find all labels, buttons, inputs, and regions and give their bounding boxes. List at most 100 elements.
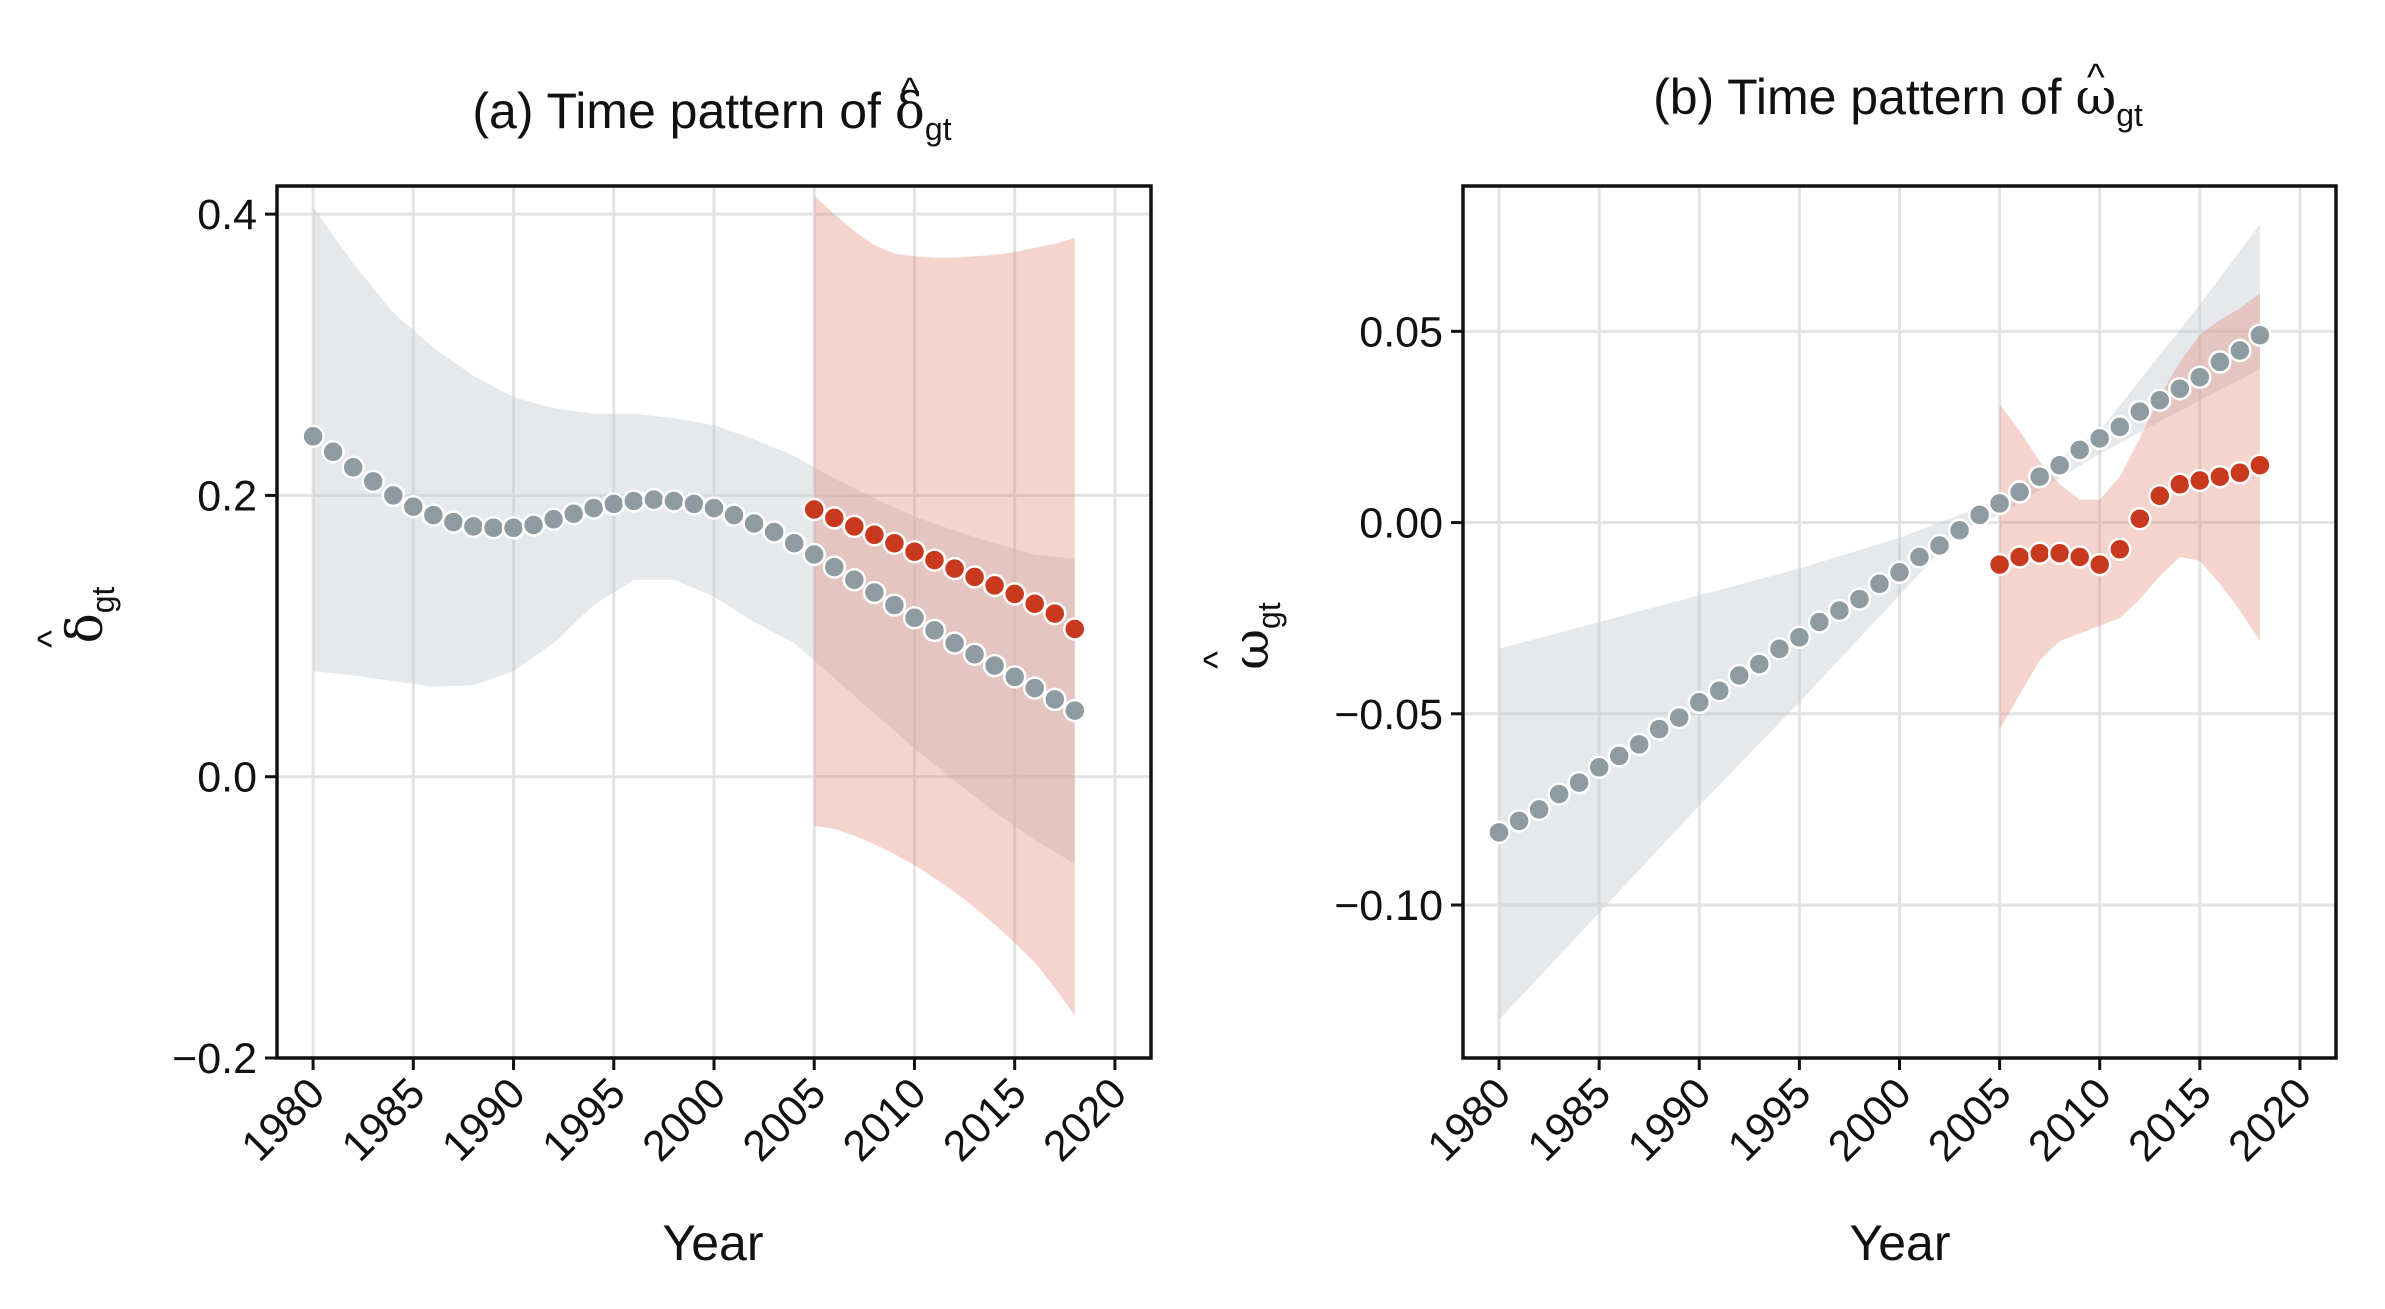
- panel-a-title: (a) Time pattern of δgt: [472, 82, 951, 147]
- panel-b-series-1-point-4: [2067, 545, 2092, 569]
- panel-b-band-1: [1999, 293, 2260, 730]
- panel-a-ylabel-symbol: δ: [56, 613, 114, 643]
- panel-b-series-0-point-5: [1587, 755, 1611, 780]
- panel-a-series-0-point-1: [321, 440, 345, 464]
- panel-a-series-0-point-20: [702, 496, 726, 520]
- panel-a-band-1: [814, 195, 1075, 1016]
- panel-b-points: [1487, 323, 2272, 845]
- panel-a-series-0-point-24: [782, 531, 806, 555]
- panel-a-series-0-point-9: [481, 516, 506, 540]
- panel-b-series-0-point-7: [1627, 732, 1651, 757]
- svg-text:δgt: δgt: [56, 586, 121, 643]
- panel-a-series-0-point-12: [541, 507, 566, 532]
- panel-b-series-0-point-28: [2047, 453, 2072, 477]
- panel-b-y-axis-label: ωgt ^: [1197, 602, 1287, 670]
- panel-b-series-0-point-12: [1727, 663, 1752, 688]
- panel-b-series-0-point-14: [1767, 637, 1792, 661]
- panel-b-series-0-point-21: [1907, 545, 1932, 569]
- panel-a-y-axis-label: δgt ^: [31, 586, 121, 647]
- panel-b-series-0-point-37: [2228, 338, 2252, 363]
- panel-b-series-0-point-0: [1487, 820, 1511, 845]
- panel-a-y-tick-label-3: 0.4: [197, 191, 257, 239]
- panel-b-series-0-point-17: [1827, 598, 1852, 623]
- panel-a-series-0-point-29: [882, 593, 907, 617]
- panel-b-title-subscript: gt: [2116, 97, 2143, 133]
- panel-a-series-0-point-23: [762, 520, 786, 544]
- panel-b-series-0-point-25: [1987, 491, 2012, 516]
- panel-b-grid: [1463, 186, 2336, 1058]
- panel-a-series-0-point-16: [622, 489, 646, 513]
- panel-a-series-0-point-14: [581, 496, 606, 520]
- panel-a-title-text: (a) Time pattern of: [472, 83, 894, 139]
- svg-text:ωgt: ωgt: [1222, 602, 1287, 670]
- panel-b-series-1-point-8: [2148, 484, 2172, 508]
- panel-a-series-0-point-7: [441, 510, 466, 534]
- panel-b-series-1-point-13: [2248, 453, 2272, 477]
- panel-a-ylabel-subscript: gt: [85, 586, 121, 613]
- panel-b-series-0-point-32: [2128, 399, 2152, 424]
- panel-a-series-0-point-32: [942, 631, 967, 655]
- panel-b-series-0-point-13: [1747, 652, 1772, 676]
- panel-b-series-0-point-18: [1847, 587, 1872, 611]
- panel-a-points: [301, 424, 1087, 723]
- panel-b-series-0-point-36: [2208, 350, 2232, 374]
- panel-a-series-1-point-1: [822, 506, 847, 530]
- panel-b-series-0-point-19: [1867, 572, 1892, 596]
- panel-a-series-1-point-5: [902, 539, 927, 564]
- panel-a-series-1-point-3: [862, 523, 887, 547]
- panel-b-series-0-point-22: [1927, 533, 1952, 558]
- panel-b-series-1-point-6: [2108, 537, 2132, 562]
- panel-a-y-tick-label-1: 0.0: [197, 754, 257, 802]
- panel-a-series-1-point-10: [1002, 582, 1027, 606]
- panel-a-series-0-point-28: [862, 580, 887, 605]
- panel-b-series-1-point-0: [1987, 552, 2012, 577]
- panel-a-series-0-point-38: [1063, 698, 1087, 723]
- panel-a-series-1-point-13: [1063, 617, 1087, 641]
- panel-b-series-1-point-2: [2027, 541, 2052, 565]
- panel-b-series-0-point-3: [1547, 782, 1571, 806]
- panel-b-ylabel-symbol: ω: [1222, 629, 1280, 670]
- panel-a-series-1-point-9: [982, 573, 1007, 598]
- panel-b: −0.10−0.050.000.05 198019851990199520002…: [1197, 57, 2338, 1271]
- panel-a-series-1-point-8: [962, 565, 987, 589]
- panel-a-series-0-point-19: [682, 492, 706, 516]
- panel-b-series-0-point-4: [1567, 770, 1591, 795]
- panel-a-series-1-point-6: [922, 548, 947, 572]
- panel-a-y-ticks: −0.2 0.0 0.2 0.4: [172, 191, 277, 1083]
- panel-b-y-tick-label-1: −0.05: [1334, 691, 1443, 739]
- panel-a-series-0-point-8: [461, 514, 486, 539]
- panel-b-series-1-point-7: [2128, 506, 2152, 531]
- panel-a-series-0-point-30: [902, 606, 927, 630]
- panel-b-series-0-point-2: [1527, 797, 1551, 822]
- panel-a-series-0-point-26: [822, 555, 847, 579]
- panel-b-series-1-point-1: [2007, 545, 2032, 569]
- panel-b-series-0-point-24: [1967, 503, 1992, 527]
- panel-a-band-0: [313, 207, 1075, 864]
- panel-b-title-hat: ^: [2087, 57, 2105, 99]
- panel-b-series-0-point-11: [1707, 679, 1732, 703]
- panel-b-series-0-point-23: [1947, 518, 1972, 542]
- panel-a-series-0-point-27: [842, 568, 867, 592]
- panel-a-title-subscript: gt: [925, 111, 952, 147]
- panel-b-band-0: [1499, 224, 2260, 1020]
- panel-b-title-symbol: ω: [2075, 68, 2116, 126]
- panel-a-series-1-point-0: [802, 497, 826, 522]
- panel-a-y-tick-label-2: 0.2: [197, 472, 257, 520]
- panel-b-x-axis-label: Year: [1849, 1215, 1950, 1271]
- panel-a-series-0-point-18: [662, 489, 686, 513]
- panel-a-series-0-point-22: [742, 511, 766, 536]
- panel-a-series-0-point-6: [421, 503, 446, 527]
- panel-b-series-1-point-10: [2188, 468, 2212, 493]
- panel-a-series-0-point-0: [301, 424, 325, 449]
- panel-a-series-0-point-13: [561, 501, 586, 526]
- panel-a-series-0-point-36: [1022, 676, 1047, 700]
- panel-b-title: (b) Time pattern of ωgt: [1653, 68, 2143, 133]
- panel-b-series-0-point-34: [2168, 376, 2192, 401]
- panel-b-series-1-point-9: [2168, 472, 2192, 497]
- panel-a-series-1-point-11: [1022, 591, 1047, 616]
- panel-b-ylabel-hat: ^: [1197, 651, 1239, 669]
- panel-a-y-tick-label-0: −0.2: [172, 1035, 257, 1083]
- panel-a-x-axis-label: Year: [662, 1215, 763, 1271]
- panel-b-series-0-point-16: [1807, 610, 1832, 634]
- panel-b-series-0-point-26: [2007, 480, 2032, 504]
